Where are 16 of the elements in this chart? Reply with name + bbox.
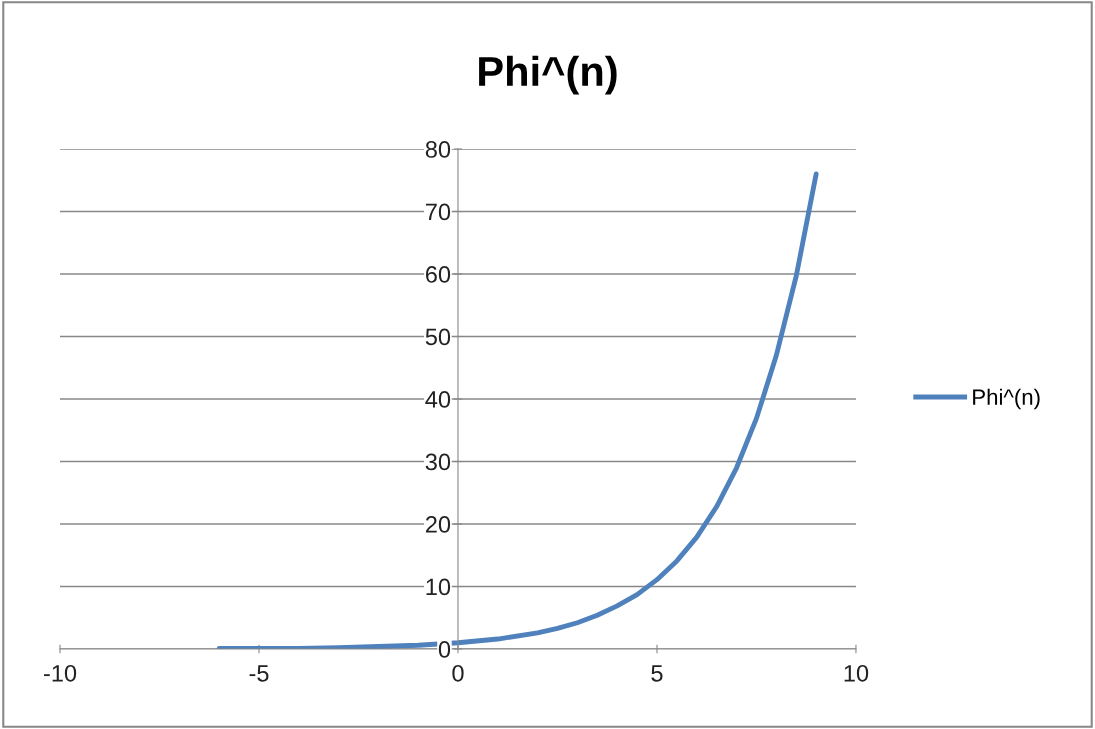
x-tick-label: 10: [844, 664, 869, 682]
y-tick-label: 20: [425, 516, 451, 533]
y-tick-label: 80: [425, 141, 451, 158]
x-tick-label: 5: [651, 665, 663, 682]
chart-title: Phi^(n): [479, 55, 617, 95]
y-tick-label: 10: [426, 578, 451, 596]
y-tick-label: 40: [425, 391, 451, 408]
y-tick-label: 0: [438, 641, 451, 658]
y-tick-label: 30: [425, 453, 451, 471]
y-tick-label: 50: [425, 328, 451, 346]
y-tick-label: 70: [425, 203, 451, 221]
x-tick-label: -10: [43, 664, 77, 682]
x-tick-label: 0: [452, 664, 464, 682]
legend-label: Phi^(n): [973, 388, 1040, 410]
y-tick-label: 60: [425, 266, 451, 283]
x-tick-label: -5: [249, 665, 269, 682]
